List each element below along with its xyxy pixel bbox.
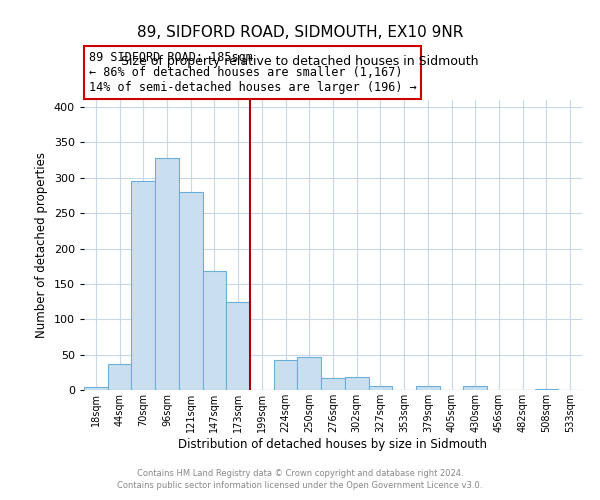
- Text: 89 SIDFORD ROAD: 185sqm
← 86% of detached houses are smaller (1,167)
14% of semi: 89 SIDFORD ROAD: 185sqm ← 86% of detache…: [89, 51, 417, 94]
- Bar: [416, 386, 440, 390]
- X-axis label: Distribution of detached houses by size in Sidmouth: Distribution of detached houses by size …: [179, 438, 487, 450]
- Bar: [368, 386, 392, 390]
- Bar: [463, 386, 487, 390]
- Bar: [203, 271, 226, 390]
- Text: Size of property relative to detached houses in Sidmouth: Size of property relative to detached ho…: [121, 55, 479, 68]
- Bar: [226, 302, 250, 390]
- Bar: [274, 360, 298, 390]
- Bar: [155, 158, 179, 390]
- Bar: [108, 364, 131, 390]
- Bar: [298, 358, 321, 390]
- Text: Contains HM Land Registry data © Crown copyright and database right 2024.
Contai: Contains HM Land Registry data © Crown c…: [118, 468, 482, 490]
- Bar: [345, 378, 368, 390]
- Y-axis label: Number of detached properties: Number of detached properties: [35, 152, 48, 338]
- Bar: [84, 387, 108, 390]
- Bar: [131, 182, 155, 390]
- Text: 89, SIDFORD ROAD, SIDMOUTH, EX10 9NR: 89, SIDFORD ROAD, SIDMOUTH, EX10 9NR: [137, 25, 463, 40]
- Bar: [179, 192, 203, 390]
- Bar: [321, 378, 345, 390]
- Bar: [535, 388, 558, 390]
